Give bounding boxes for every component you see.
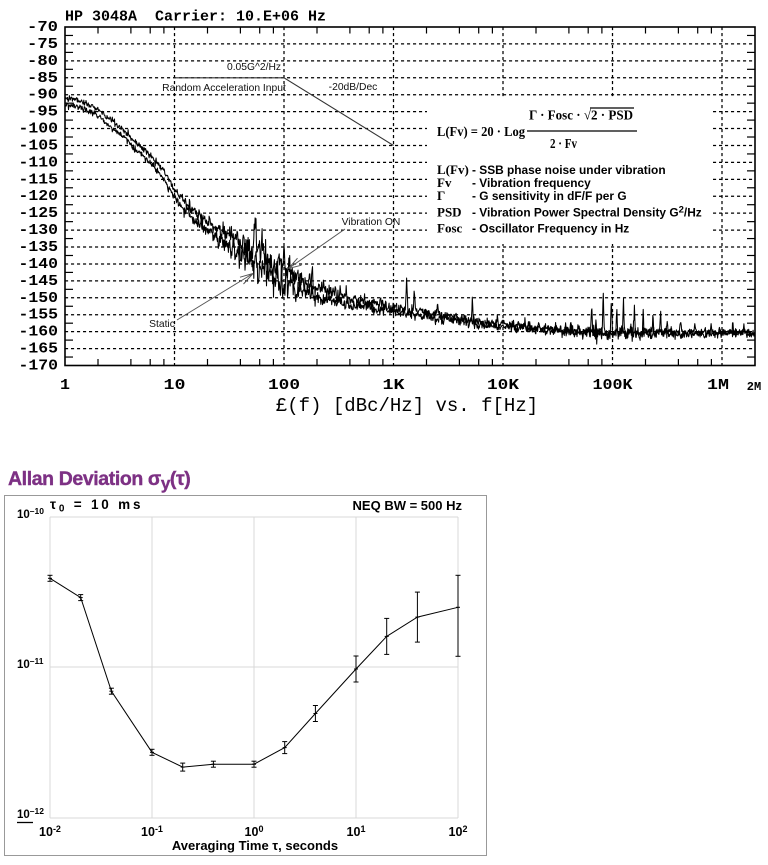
svg-text:HP 3048A Carrier: 10.E+06 Hz: HP 3048A Carrier: 10.E+06 Hz (65, 9, 326, 26)
svg-text:Vibration ON: Vibration ON (342, 217, 401, 228)
svg-text:-85: -85 (27, 70, 58, 87)
svg-text:- Vibration Power Spectral Den: - Vibration Power Spectral Density G2/Hz (472, 205, 702, 220)
svg-text:-125: -125 (19, 205, 59, 222)
svg-text:Allan Deviation σy(τ): Allan Deviation σy(τ) (8, 468, 190, 493)
svg-text:-120: -120 (19, 188, 59, 205)
svg-text:-100: -100 (19, 121, 59, 138)
svg-text:-90: -90 (27, 87, 58, 104)
svg-text:10K: 10K (487, 377, 519, 394)
svg-text:100K: 100K (593, 377, 633, 394)
svg-text:L(Fv): L(Fv) (437, 162, 469, 177)
svg-text:Averaging Time τ, seconds: Averaging Time τ, seconds (172, 838, 338, 853)
svg-text:-75: -75 (27, 36, 58, 53)
svg-text:-170: -170 (19, 358, 59, 375)
svg-text:Random Acceleration Input: Random Acceleration Input (162, 83, 286, 94)
svg-text:L(Fv) = 20 · Log: L(Fv) = 20 · Log (437, 124, 525, 139)
svg-text:PSD: PSD (437, 205, 462, 220)
svg-text:1: 1 (60, 377, 70, 394)
svg-text:- G sensitivity in dF/F per G: - G sensitivity in dF/F per G (472, 189, 627, 203)
svg-text:2 · Fv: 2 · Fv (550, 136, 577, 151)
svg-text:10: 10 (164, 377, 186, 394)
svg-text:-150: -150 (19, 290, 59, 307)
svg-text:1M: 1M (707, 377, 729, 394)
svg-text:-110: -110 (19, 154, 59, 171)
svg-text:-130: -130 (19, 222, 59, 239)
svg-text:0.05G^2/Hz: 0.05G^2/Hz (227, 62, 281, 73)
svg-text:-70: -70 (27, 19, 58, 36)
svg-text:-80: -80 (27, 53, 58, 70)
svg-text:τ0 = 10 ms: τ0 = 10 ms (50, 497, 143, 515)
svg-text:-115: -115 (19, 171, 59, 188)
svg-text:-145: -145 (19, 273, 59, 290)
svg-text:1K: 1K (383, 377, 405, 394)
svg-text:- Vibration frequency: - Vibration frequency (472, 176, 591, 190)
svg-text:Fosc: Fosc (437, 221, 463, 236)
svg-text:-165: -165 (19, 341, 59, 358)
svg-text:Static: Static (149, 319, 175, 330)
svg-text:Γ · Fosc · √2 · PSD: Γ · Fosc · √2 · PSD (529, 108, 633, 123)
svg-text:NEQ BW = 500 Hz: NEQ BW = 500 Hz (353, 498, 463, 513)
svg-text:-20dB/Dec: -20dB/Dec (329, 82, 378, 93)
svg-text:- Oscillator Frequency in Hz: - Oscillator Frequency in Hz (472, 222, 629, 236)
svg-text:100: 100 (268, 377, 300, 394)
svg-text:- SSB phase noise under vibrat: - SSB phase noise under vibration (472, 163, 666, 177)
svg-text:Fv: Fv (437, 175, 452, 190)
svg-text:-95: -95 (27, 104, 58, 121)
svg-text:-105: -105 (19, 138, 59, 155)
svg-text:-155: -155 (19, 307, 59, 324)
svg-text:2M: 2M (747, 380, 761, 394)
svg-text:Γ: Γ (437, 188, 445, 203)
svg-text:-160: -160 (19, 324, 59, 341)
svg-text:-140: -140 (19, 256, 59, 273)
svg-text:£(f) [dBc/Hz] vs. f[Hz]: £(f) [dBc/Hz] vs. f[Hz] (276, 395, 538, 417)
svg-text:-135: -135 (19, 239, 59, 256)
